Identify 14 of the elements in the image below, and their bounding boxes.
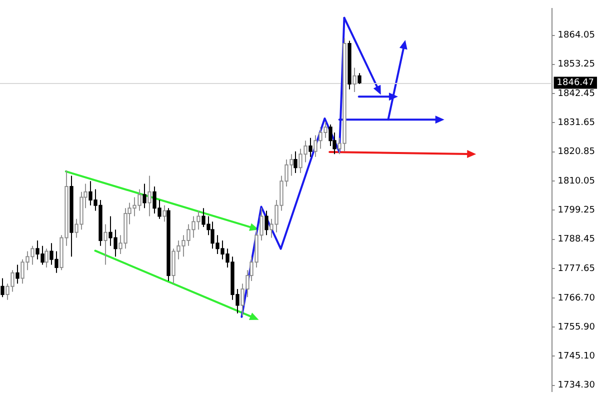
y-tick-label: 1766.70 [558, 293, 596, 304]
y-tick-label: 1820.85 [558, 147, 595, 158]
y-tick-label: 1799.25 [558, 205, 595, 216]
y-tick-label: 1864.05 [558, 30, 595, 41]
y-tick-label: 1755.90 [558, 322, 596, 332]
y-tick-label: 1831.65 [558, 118, 595, 128]
y-tick-label: 1810.05 [558, 176, 595, 186]
y-tick-label: 1788.45 [558, 234, 595, 245]
y-tick-label: 1853.25 [558, 60, 595, 70]
y-tick-label: 1842.45 [558, 88, 595, 99]
y-tick-label: 1745.10 [558, 352, 596, 362]
y-tick-label: 1777.65 [558, 264, 595, 274]
ref-line-label: 1846.47 [556, 78, 594, 88]
y-tick-label: 1734.30 [558, 380, 596, 391]
